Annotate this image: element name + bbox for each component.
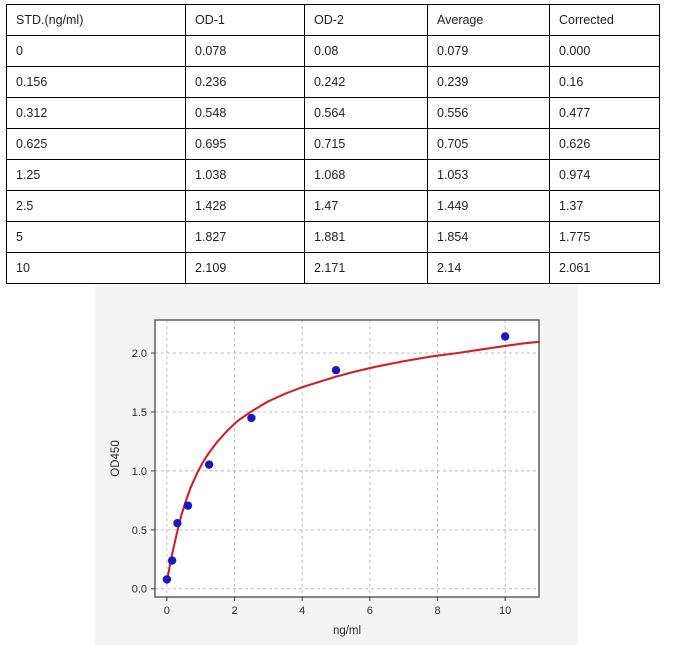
table-row: 5 1.827 1.881 1.854 1.775 bbox=[6, 221, 660, 253]
cell-corrected: 0.626 bbox=[549, 128, 660, 160]
cell-std: 0.156 bbox=[6, 66, 186, 98]
svg-text:1.5: 1.5 bbox=[132, 407, 147, 419]
table-row: 1.25 1.038 1.068 1.053 0.974 bbox=[6, 159, 660, 191]
svg-text:2: 2 bbox=[231, 605, 237, 617]
fitted-curve bbox=[165, 340, 541, 584]
table-row: 0.156 0.236 0.242 0.239 0.16 bbox=[6, 66, 660, 98]
plot-background bbox=[155, 320, 539, 597]
gridlines bbox=[155, 320, 539, 597]
cell-corrected: 0.477 bbox=[549, 97, 660, 129]
standard-curve-figure: 0.0 0.5 1.0 1.5 2.0 0 2 4 6 8 10 ng/ml OD450 bbox=[95, 285, 578, 645]
cell-corrected: 2.061 bbox=[549, 252, 660, 284]
cell-od1: 0.236 bbox=[185, 66, 305, 98]
cell-std: 10 bbox=[6, 252, 186, 284]
cell-od1: 1.428 bbox=[185, 190, 305, 222]
cell-std: 0 bbox=[6, 35, 186, 67]
cell-corrected: 1.775 bbox=[549, 221, 660, 253]
svg-text:4: 4 bbox=[299, 605, 305, 617]
chart-svg: 0.0 0.5 1.0 1.5 2.0 0 2 4 6 8 10 ng/ml OD450 bbox=[95, 285, 578, 645]
cell-od2: 0.715 bbox=[304, 128, 428, 160]
cell-std: 2.5 bbox=[6, 190, 186, 222]
table-row: 0.625 0.695 0.715 0.705 0.626 bbox=[6, 128, 660, 160]
svg-text:8: 8 bbox=[434, 605, 440, 617]
cell-average: 2.14 bbox=[427, 252, 550, 284]
cell-corrected: 0.974 bbox=[549, 159, 660, 191]
cell-od2: 0.242 bbox=[304, 66, 428, 98]
y-axis-title: OD450 bbox=[110, 440, 122, 476]
table-row: 0 0.078 0.08 0.079 0.000 bbox=[6, 35, 660, 67]
cell-std: 5 bbox=[6, 221, 186, 253]
cell-std: 0.625 bbox=[6, 128, 186, 160]
svg-text:0.0: 0.0 bbox=[132, 584, 147, 596]
x-axis-title: ng/ml bbox=[333, 625, 361, 637]
standard-curve-table: STD.(ng/ml) OD-1 OD-2 Average Corrected … bbox=[6, 4, 660, 284]
column-header-corrected: Corrected bbox=[549, 4, 660, 36]
cell-average: 0.556 bbox=[427, 97, 550, 129]
cell-od1: 0.078 bbox=[185, 35, 305, 67]
cell-od1: 2.109 bbox=[185, 252, 305, 284]
column-header-od1: OD-1 bbox=[185, 4, 305, 36]
cell-std: 0.312 bbox=[6, 97, 186, 129]
svg-text:2.0: 2.0 bbox=[132, 348, 147, 360]
table-row: 10 2.109 2.171 2.14 2.061 bbox=[6, 252, 660, 284]
cell-od1: 1.038 bbox=[185, 159, 305, 191]
cell-od2: 0.564 bbox=[304, 97, 428, 129]
cell-od1: 0.695 bbox=[185, 128, 305, 160]
cell-average: 0.705 bbox=[427, 128, 550, 160]
cell-average: 1.449 bbox=[427, 190, 550, 222]
cell-average: 1.854 bbox=[427, 221, 550, 253]
cell-od1: 1.827 bbox=[185, 221, 305, 253]
table-row: 0.312 0.548 0.564 0.556 0.477 bbox=[6, 97, 660, 129]
table-header-row: STD.(ng/ml) OD-1 OD-2 Average Corrected bbox=[6, 4, 660, 36]
cell-average: 0.079 bbox=[427, 35, 550, 67]
cell-corrected: 0.000 bbox=[549, 35, 660, 67]
svg-text:6: 6 bbox=[367, 605, 373, 617]
svg-text:10: 10 bbox=[499, 605, 511, 617]
column-header-average: Average bbox=[427, 4, 550, 36]
table-row: 2.5 1.428 1.47 1.449 1.37 bbox=[6, 190, 660, 222]
cell-corrected: 0.16 bbox=[549, 66, 660, 98]
data-points bbox=[162, 332, 510, 584]
cell-od1: 0.548 bbox=[185, 97, 305, 129]
column-header-od2: OD-2 bbox=[304, 4, 428, 36]
tick-labels: 0.0 0.5 1.0 1.5 2.0 0 2 4 6 8 10 bbox=[132, 348, 512, 617]
axes bbox=[154, 319, 540, 598]
cell-od2: 1.47 bbox=[304, 190, 428, 222]
cell-od2: 1.881 bbox=[304, 221, 428, 253]
cell-od2: 0.08 bbox=[304, 35, 428, 67]
column-header-std: STD.(ng/ml) bbox=[6, 4, 186, 36]
cell-average: 0.239 bbox=[427, 66, 550, 98]
svg-text:0: 0 bbox=[164, 605, 170, 617]
svg-text:0.5: 0.5 bbox=[132, 525, 147, 537]
cell-std: 1.25 bbox=[6, 159, 186, 191]
cell-average: 1.053 bbox=[427, 159, 550, 191]
cell-od2: 2.171 bbox=[304, 252, 428, 284]
svg-text:1.0: 1.0 bbox=[132, 466, 147, 478]
cell-corrected: 1.37 bbox=[549, 190, 660, 222]
cell-od2: 1.068 bbox=[304, 159, 428, 191]
